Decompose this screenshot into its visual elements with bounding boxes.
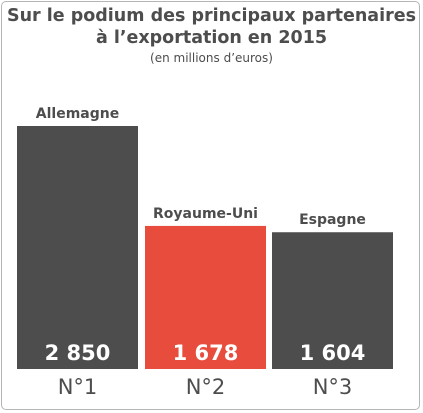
value-label-1: 2 850 <box>45 341 111 365</box>
chart-title: Sur le podium des principaux partenaires… <box>0 5 423 49</box>
rank-label-2: N°2 <box>186 375 226 399</box>
chart-title-line-2: à l’exportation en 2015 <box>95 28 328 48</box>
chart-subtitle: (en millions d’euros) <box>150 51 273 65</box>
value-label-3: 1 604 <box>300 341 366 365</box>
bar-3 <box>272 232 393 369</box>
rank-label-3: N°3 <box>313 375 353 399</box>
bar-2 <box>145 225 266 369</box>
bar-1 <box>17 126 138 369</box>
rank-label-1: N°1 <box>58 375 98 399</box>
value-label-2: 1 678 <box>173 341 239 365</box>
category-label-3: Espagne <box>299 212 366 228</box>
category-label-2: Royaume-Uni <box>153 206 258 222</box>
chart-title-line-1: Sur le podium des principaux partenaires <box>6 6 417 26</box>
category-label-1: Allemagne <box>36 106 119 122</box>
